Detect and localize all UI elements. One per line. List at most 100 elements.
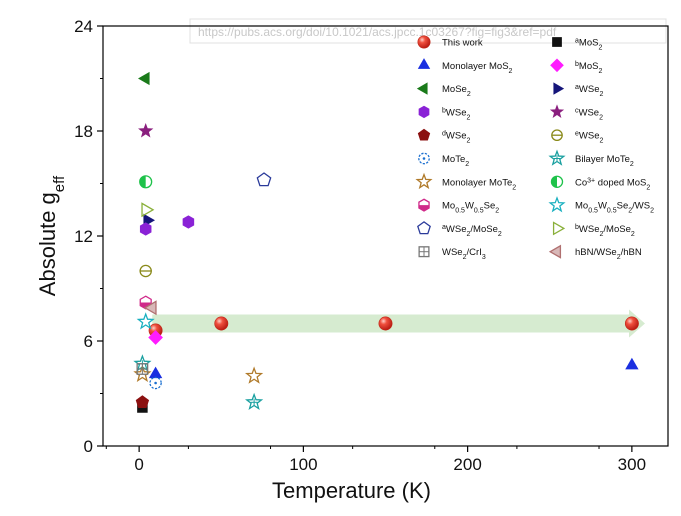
legend-item-c_wse2: cWSe2: [549, 104, 603, 121]
series-monolayer_mos2: [148, 357, 639, 379]
legend-item-a_wse2_mose2: aWSe2/MoSe2: [417, 221, 502, 237]
point-b_wse2-1: [182, 215, 195, 229]
point-e_wse2-0: [139, 264, 152, 278]
point-bilayer_mote2-1: [245, 392, 264, 411]
series-d_wse2: [135, 395, 150, 408]
y-tick-label-18: 18: [74, 122, 93, 141]
y-axis-title: Absolute geff: [35, 175, 68, 296]
point-mowse2_ws2-0: [136, 312, 155, 330]
legend-marker-mowse2: [418, 198, 430, 212]
legend-marker-b_wse2_mose2: [552, 221, 566, 236]
point-mote2-0: [149, 376, 162, 390]
legend-label-bilayer_mote2: Bilayer MoTe2: [575, 154, 634, 168]
legend-item-b_wse2: bWSe2: [418, 105, 471, 121]
legend-marker-hbn_wse2_hbn: [548, 244, 562, 259]
series-mose2: [138, 71, 150, 86]
legend-item-d_wse2: dWSe2: [417, 128, 471, 144]
point-hbn_wse2_hbn-0: [143, 300, 157, 316]
legend-label-a_wse2_mose2: aWSe2/MoSe2: [442, 223, 502, 237]
legend-marker-a_wse2_mose2: [417, 221, 431, 235]
legend-label-c_wse2: cWSe2: [575, 107, 603, 121]
point-a_wse2_mose2-0: [256, 172, 272, 187]
legend-item-this_work: This work: [417, 35, 483, 49]
legend-item-co_mos2: Co3+ doped MoS2: [550, 175, 650, 191]
point-this_work-3: [624, 316, 639, 331]
series-co_mos2: [139, 175, 153, 189]
legend-item-mote2: MoTe2: [418, 152, 469, 168]
legend-label-mowse2: Mo0.5W0.5Se2: [442, 201, 499, 215]
point-b_wse2-0: [139, 222, 152, 236]
legend-marker-d_wse2: [417, 128, 431, 141]
legend-marker-monolayer_mos2: [417, 58, 431, 69]
series-b_mos2: [148, 330, 163, 345]
point-b_mos2-0: [148, 330, 163, 345]
legend: This work aMoS2 Monolayer MoS2 bMoS2 MoSe2 aW…: [415, 35, 654, 261]
point-d_wse2-0: [135, 395, 150, 408]
legend-item-bilayer_mote2: Bilayer MoTe2: [548, 149, 634, 168]
point-mose2-0: [138, 71, 150, 86]
legend-label-mote2: MoTe2: [442, 154, 469, 168]
legend-marker-b_wse2: [418, 105, 430, 119]
legend-item-mowse2_ws2: Mo0.5W0.5Se2/WS2: [548, 196, 654, 215]
legend-item-a_mos2: aMoS2: [552, 37, 602, 51]
legend-marker-this_work: [417, 35, 431, 49]
legend-marker-a_mos2: [552, 37, 562, 47]
x-axis-title: Temperature (K): [272, 478, 431, 503]
legend-marker-mose2: [416, 82, 428, 95]
series-b_wse2: [139, 215, 195, 236]
legend-label-monolayer_mote2: Monolayer MoTe2: [442, 177, 516, 191]
legend-label-a_mos2: aMoS2: [575, 37, 602, 51]
series-b_wse2_mose2: [141, 202, 155, 218]
series-hbn_wse2_hbn: [143, 300, 157, 316]
legend-marker-co_mos2: [550, 175, 564, 188]
series-wse2_cri3: [136, 363, 149, 375]
legend-label-mowse2_ws2: Mo0.5W0.5Se2/WS2: [575, 201, 654, 215]
point-this_work-2: [378, 316, 393, 331]
legend-label-wse2_cri3: WSe2/CrI3: [442, 247, 486, 261]
legend-marker-bilayer_mote2: [548, 149, 566, 166]
legend-item-hbn_wse2_hbn: hBN/WSe2/hBN: [548, 244, 642, 261]
legend-marker-e_wse2: [551, 129, 563, 142]
legend-item-a_wse2: aWSe2: [553, 82, 604, 98]
legend-label-b_wse2: bWSe2: [442, 107, 471, 121]
axes: 0 100 200 300 0 6 12 18 24 Temperature (K) Absolut…: [35, 17, 669, 503]
series-e_wse2: [139, 264, 152, 278]
legend-label-monolayer_mos2: Monolayer MoS2: [442, 61, 513, 75]
series-a_wse2_mose2: [256, 172, 272, 187]
legend-marker-b_mos2: [550, 58, 564, 73]
point-co_mos2-0: [139, 175, 153, 189]
legend-marker-mowse2_ws2: [548, 196, 566, 213]
x-tick-label-200: 200: [453, 455, 481, 474]
plot-area: [133, 71, 646, 413]
legend-label-d_wse2: dWSe2: [442, 130, 471, 144]
series-mowse2_ws2: [136, 312, 155, 330]
point-c_wse2-0: [138, 122, 154, 138]
legend-label-mose2: MoSe2: [442, 84, 471, 98]
point-monolayer_mos2-1: [625, 357, 639, 370]
legend-label-this_work: This work: [442, 38, 483, 49]
watermark-text: https://pubs.acs.org/doi/10.1021/acs.jpc…: [198, 25, 557, 39]
point-monolayer_mos2-0: [148, 366, 163, 379]
point-b_wse2_mose2-0: [141, 202, 155, 218]
legend-marker-a_wse2: [553, 82, 565, 95]
y-tick-label-6: 6: [84, 332, 93, 351]
legend-label-e_wse2: eWSe2: [575, 130, 604, 144]
legend-label-co_mos2: Co3+ doped MoS2: [575, 177, 650, 191]
legend-label-b_mos2: bMoS2: [575, 60, 602, 74]
point-this_work-1: [214, 316, 229, 331]
point-wse2_cri3-0: [136, 363, 149, 375]
legend-marker-monolayer_mote2: [415, 172, 433, 190]
legend-label-hbn_wse2_hbn: hBN/WSe2/hBN: [575, 247, 642, 261]
y-tick-label-0: 0: [84, 437, 93, 456]
series-bilayer_mote2: [133, 354, 264, 411]
y-tick-label-24: 24: [74, 17, 93, 36]
legend-item-b_wse2_mose2: bWSe2/MoSe2: [552, 221, 635, 237]
legend-item-e_wse2: eWSe2: [551, 129, 604, 144]
series-mote2: [149, 376, 162, 390]
series-c_wse2: [138, 122, 154, 138]
legend-label-a_wse2: aWSe2: [575, 84, 604, 98]
x-tick-label-0: 0: [134, 455, 143, 474]
y-tick-label-12: 12: [74, 227, 93, 246]
legend-label-b_wse2_mose2: bWSe2/MoSe2: [575, 223, 635, 237]
